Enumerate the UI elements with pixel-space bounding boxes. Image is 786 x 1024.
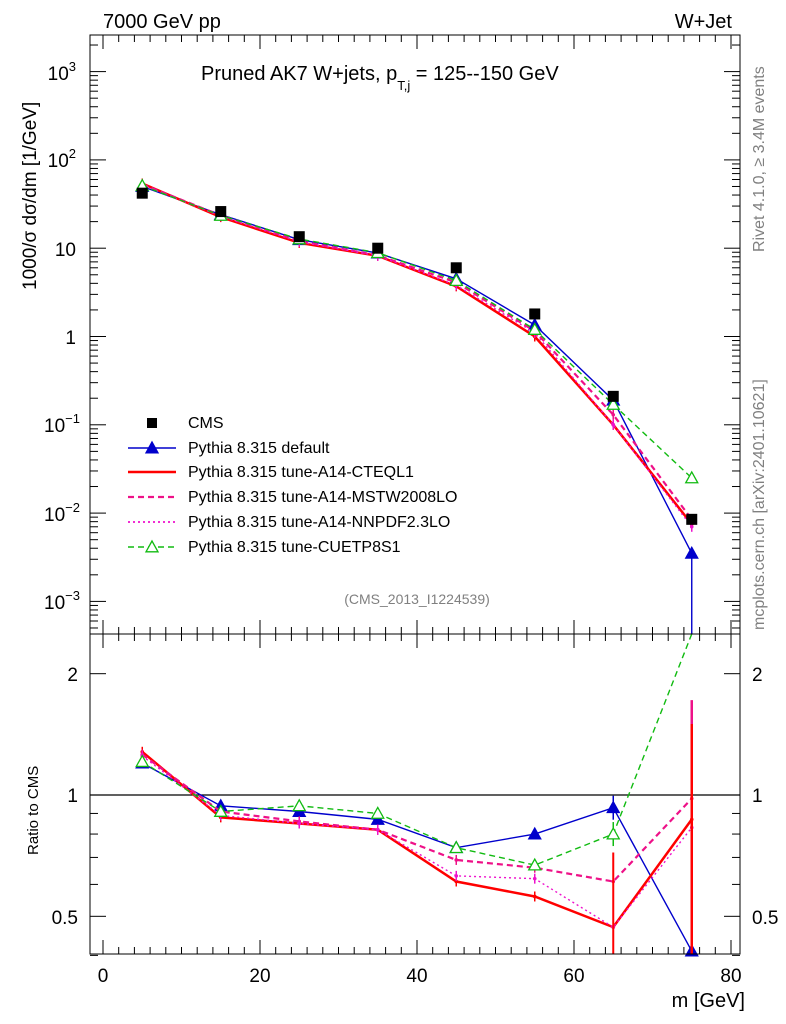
cms-data-point <box>136 187 148 199</box>
series-point <box>689 524 694 529</box>
x-tick-label-0: 0 <box>98 966 109 987</box>
ratio-point <box>454 879 459 884</box>
x-tick-label-80: 80 <box>720 966 741 987</box>
axis-ticks <box>90 35 740 956</box>
x-tick-label-40: 40 <box>406 966 427 987</box>
analysis-label: (CMS_2013_I1224539) <box>344 591 490 607</box>
ratio-point <box>297 821 302 826</box>
ratio-point <box>375 827 380 832</box>
series-line <box>142 185 693 554</box>
ratio-point <box>454 874 459 878</box>
ratio-tick-right-1: 1 <box>752 786 763 807</box>
y-axis-label-main: 1000/σ dσ/dm [1/GeV] <box>20 102 41 290</box>
main-plot <box>135 178 699 634</box>
series-ratio-2 <box>140 749 694 894</box>
series-line <box>142 185 693 479</box>
series-main-4 <box>135 178 699 484</box>
cms-data-point <box>215 206 227 218</box>
ratio-tick-right-0.5: 0.5 <box>752 908 778 929</box>
y-tick-label-1e3: 103 <box>48 59 76 85</box>
cms-data-point <box>686 513 698 525</box>
series-point <box>449 273 464 287</box>
chart-title: Pruned AK7 W+jets, pT,j = 125--150 GeV <box>201 63 559 93</box>
cms-data-point <box>529 308 541 320</box>
rivet-label: Rivet 4.1.0, ≥ 3.4M events <box>751 66 768 252</box>
chart-title-main: Pruned AK7 W+jets, p <box>201 63 397 85</box>
series-point <box>684 470 699 484</box>
ratio-point <box>135 754 150 768</box>
series-point <box>527 322 542 335</box>
cms-data-point <box>372 242 384 254</box>
x-tick-label-60: 60 <box>563 966 584 987</box>
ratio-line <box>141 762 693 952</box>
chart-title-sub: T,j <box>397 78 410 93</box>
ratio-frame <box>89 633 741 955</box>
legend-label-cms: CMS <box>188 415 224 432</box>
ratio-tick-left-1: 1 <box>67 786 78 807</box>
ratio-point <box>454 858 459 862</box>
ratio-line <box>141 750 693 929</box>
x-axis-label: m [GeV] <box>672 990 745 1012</box>
chart-title-tail: = 125--150 GeV <box>410 63 559 85</box>
y-tick-label-1e2: 102 <box>48 146 76 172</box>
legend-marker-otri <box>144 539 160 553</box>
ratio-point <box>370 806 385 819</box>
ratio-line <box>141 755 693 929</box>
legend-marker-cms <box>147 418 157 428</box>
ratio-point <box>292 798 307 812</box>
legend-label-nnpdf: Pythia 8.315 tune-A14-NNPDF2.3LO <box>188 514 450 531</box>
cms-data-point <box>293 231 305 243</box>
legend-label-cteql1: Pythia 8.315 tune-A14-CTEQL1 <box>188 464 414 481</box>
legend-label-cuetp8s1: Pythia 8.315 tune-CUETP8S1 <box>188 539 401 556</box>
ratio-tick-left-0.5: 0.5 <box>52 908 78 929</box>
y-tick-label-1: 1 <box>65 328 76 349</box>
energy-label: 7000 GeV pp <box>103 11 221 33</box>
ratio-tick-left-2: 2 <box>67 665 78 686</box>
y-tick-label-1e-3: 10−3 <box>44 588 80 614</box>
ratio-tick-right-2: 2 <box>752 665 763 686</box>
legend-marker-tri <box>144 440 160 454</box>
ratio-point <box>606 826 621 840</box>
cms-data-point <box>607 390 619 402</box>
series-point <box>611 423 616 427</box>
ratio-line <box>141 633 693 866</box>
series-point <box>611 412 616 417</box>
ratio-point <box>532 876 537 881</box>
series-ratio-1 <box>140 746 694 940</box>
ratio-point <box>606 800 621 814</box>
series-line <box>141 182 693 525</box>
series-ratio-3 <box>140 750 694 940</box>
y-tick-label-10: 10 <box>55 240 76 261</box>
y-tick-label-1e-2: 10−2 <box>44 500 80 526</box>
ratio-point <box>213 804 228 817</box>
ratio-line <box>141 753 693 883</box>
x-tick-label-20: 20 <box>249 966 270 987</box>
ratio-point <box>527 857 542 871</box>
y-tick-label-1e-1: 10−1 <box>44 411 80 437</box>
x-tick-labels: 0 20 40 60 80 <box>98 966 742 987</box>
ratio-plot <box>135 633 699 957</box>
process-label: W+Jet <box>675 11 733 33</box>
y-tick-labels-main: 103 102 10 1 10−1 10−2 10−3 <box>44 59 80 614</box>
y-axis-label-ratio: Ratio to CMS <box>25 766 42 855</box>
series-point <box>606 397 621 410</box>
series-ratio-4 <box>135 633 693 871</box>
y-tick-labels-ratio: 2 1 0.5 2 1 0.5 <box>52 665 779 929</box>
cms-data <box>136 187 698 525</box>
ratio-point <box>449 840 464 854</box>
ratio-point <box>527 826 542 840</box>
legend-label-default: Pythia 8.315 default <box>188 440 330 457</box>
legend-label-mstw: Pythia 8.315 tune-A14-MSTW2008LO <box>188 489 457 506</box>
legend: CMS Pythia 8.315 default Pythia 8.315 tu… <box>128 415 457 556</box>
ratio-point <box>532 894 537 899</box>
cms-data-point <box>450 262 462 274</box>
site-label: mcplots.cern.ch [arXiv:2401.10621] <box>751 379 768 630</box>
